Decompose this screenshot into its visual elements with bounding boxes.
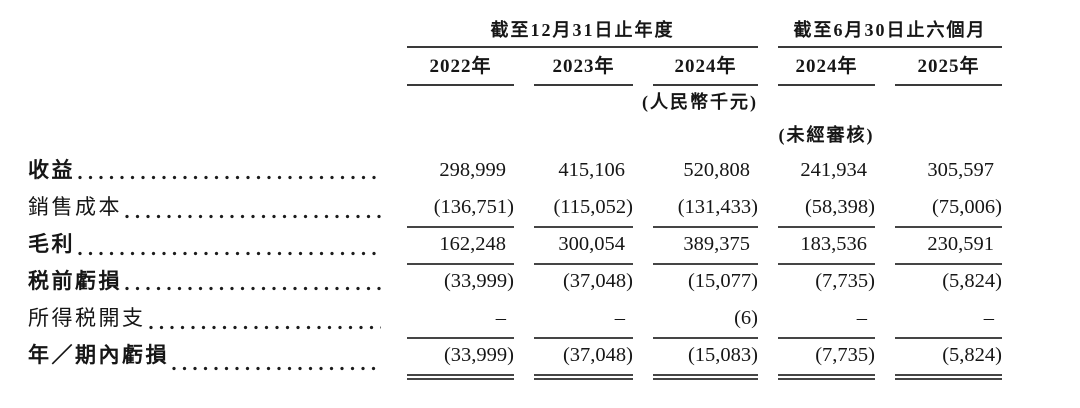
- dot-leader: [172, 337, 381, 380]
- column-group-header-row: 截至12月31日止年度 截至6月30日止六個月: [28, 14, 1002, 48]
- cell-value: 183,536: [778, 226, 875, 265]
- cell-value: (7,735): [778, 337, 875, 380]
- unaudited-note-row: (未經審核): [28, 118, 1002, 152]
- year-header-row: 2022年 2023年 2024年 2024年 2025年: [28, 48, 1002, 86]
- row-label: 所得税開支: [28, 306, 146, 330]
- table-row-revenue: 收益 298,999 415,106 520,808 241,934 305,5…: [28, 152, 1002, 189]
- cell-value: (15,077): [687, 270, 758, 292]
- cell-value: –: [778, 300, 875, 339]
- row-label-cell: 收益: [28, 152, 387, 189]
- dot-leader: [148, 300, 381, 339]
- year-header-2023: 2023年: [534, 48, 633, 86]
- unit-note-row: (人民幣千元): [28, 86, 1002, 118]
- row-label-cell: 銷售成本: [28, 189, 387, 228]
- cell-value: (131,433): [653, 189, 758, 228]
- table-row-loss-before-tax: 税前虧損 (33,999) (37,048) (15,077) (7,735) …: [28, 263, 1002, 300]
- cell-value: 389,375: [653, 226, 758, 265]
- label-column-spacer: [28, 48, 387, 86]
- year-header-2024: 2024年: [653, 48, 758, 86]
- cell-value: (58,398): [778, 189, 875, 228]
- row-label-cell: 税前虧損: [28, 263, 387, 300]
- row-label: 税前虧損: [28, 269, 122, 293]
- cell-value: 230,591: [895, 226, 1002, 265]
- cell-value: 415,106: [558, 159, 625, 181]
- label-column-spacer: [28, 118, 387, 152]
- dot-leader: [78, 152, 381, 189]
- cell-value: (5,824): [895, 337, 1002, 380]
- cell-value: (37,048): [534, 337, 633, 380]
- cell-value: (75,006): [895, 189, 1002, 228]
- dot-leader: [78, 226, 381, 265]
- cell-value: (136,751): [407, 189, 514, 228]
- cell-value: (5,824): [942, 270, 1002, 292]
- cell-value: –: [407, 300, 514, 339]
- cell-value: (115,052): [534, 189, 633, 228]
- cell-value: 298,999: [439, 159, 506, 181]
- group-header-interim: 截至6月30日止六個月: [778, 14, 1002, 48]
- cell-value: (7,735): [815, 270, 875, 292]
- table-row-income-tax-expense: 所得税開支 – – (6) – –: [28, 300, 1002, 339]
- cell-value: 300,054: [534, 226, 633, 265]
- table-row-loss-for-period: 年／期內虧損 (33,999) (37,048) (15,083) (7,735…: [28, 337, 1002, 380]
- table-row-gross-profit: 毛利 162,248 300,054 389,375 183,536 230,5…: [28, 226, 1002, 265]
- row-label: 銷售成本: [28, 195, 122, 219]
- cell-value: 520,808: [683, 159, 750, 181]
- row-label-cell: 毛利: [28, 226, 387, 265]
- row-label-cell: 所得税開支: [28, 300, 387, 339]
- cell-value: (33,999): [407, 337, 514, 380]
- dot-leader: [125, 189, 381, 228]
- cell-value: –: [534, 300, 633, 339]
- unit-note: (人民幣千元): [642, 92, 758, 112]
- label-column-spacer: [28, 86, 387, 118]
- table-row-cost-of-sales: 銷售成本 (136,751) (115,052) (131,433) (58,3…: [28, 189, 1002, 228]
- year-header-2022: 2022年: [407, 48, 514, 86]
- cell-value: –: [895, 300, 1002, 339]
- row-label: 年／期內虧損: [28, 343, 169, 367]
- cell-value: (37,048): [562, 270, 633, 292]
- group-header-annual: 截至12月31日止年度: [407, 14, 758, 48]
- cell-value: 305,597: [927, 159, 994, 181]
- cell-value: 162,248: [407, 226, 514, 265]
- cell-value: 241,934: [800, 159, 867, 181]
- row-label-cell: 年／期內虧損: [28, 337, 387, 380]
- row-label: 毛利: [28, 232, 75, 256]
- cell-value: (15,083): [653, 337, 758, 380]
- label-column-spacer: [28, 14, 387, 48]
- unaudited-note: (未經審核): [778, 125, 875, 145]
- row-label: 收益: [28, 158, 75, 182]
- cell-value: (33,999): [443, 270, 514, 292]
- dot-leader: [125, 263, 381, 300]
- year-header-2024-interim: 2024年: [778, 48, 875, 86]
- year-header-2025-interim: 2025年: [895, 48, 1002, 86]
- cell-value: (6): [653, 300, 758, 339]
